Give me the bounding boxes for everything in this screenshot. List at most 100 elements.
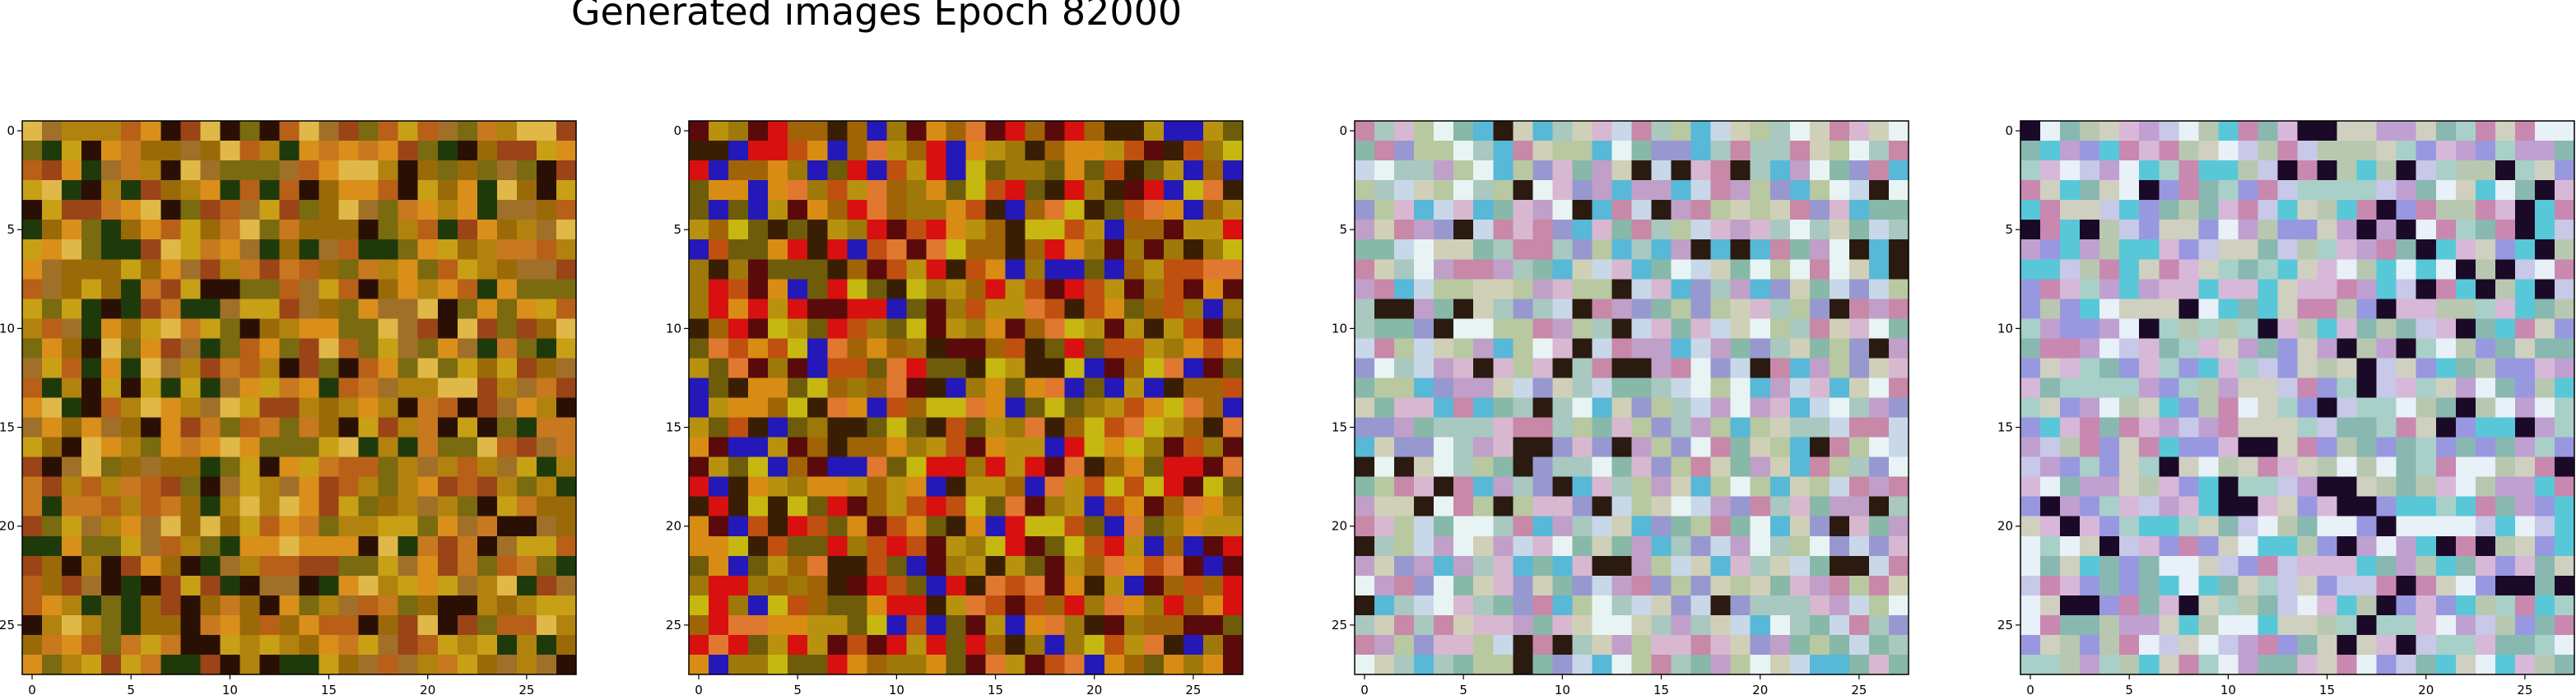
pixel-cell [2139,279,2160,299]
pixel-cell [1163,437,1184,458]
pixel-cell [141,614,161,636]
pixel-cell [1532,279,1553,299]
pixel-cell [1848,338,1870,359]
pixel-cell [1453,397,1474,419]
pixel-cell [2119,575,2140,596]
pixel-cell [1434,516,1454,537]
pixel-cell [1750,318,1771,339]
pixel-cell [1453,555,1474,577]
pixel-cell [160,634,181,656]
pixel-cell [2416,121,2437,141]
pixel-cell [2396,595,2417,616]
pixel-cell [1592,595,1613,616]
pixel-cell [457,595,478,616]
pixel-cell [2159,121,2179,141]
pixel-cell [1084,378,1105,399]
pixel-cell [2554,141,2575,161]
pixel-cell [1473,634,1494,656]
y-tick-label: 25 [1997,618,2013,632]
pixel-cell [2297,160,2318,181]
pixel-cell [437,299,458,319]
pixel-cell [496,160,518,181]
pixel-cell [417,279,439,299]
pixel-cell [2020,575,2041,596]
pixel-cell [1493,141,1514,161]
pixel-cell [2139,634,2160,656]
pixel-cell [1493,654,1514,675]
pixel-cell [847,496,867,517]
pixel-cell [378,160,399,181]
pixel-cell [1572,378,1593,399]
pixel-cell [2060,200,2081,220]
pixel-cell [1829,378,1850,399]
pixel-cell [1592,279,1613,299]
pixel-cell [2455,575,2476,596]
pixel-cell [1730,160,1751,181]
pixel-cell [1453,496,1474,517]
pixel-cell [985,378,1007,399]
pixel-cell [788,516,808,537]
pixel-cell [1868,299,1890,319]
pixel-cell [1611,575,1633,596]
pixel-cell [1888,220,1909,240]
pixel-cell [417,180,439,201]
pixel-cell [1084,476,1105,498]
pixel-cell [1868,456,1890,478]
pixel-cell [2495,338,2516,359]
pixel-cell [1025,555,1046,577]
pixel-cell [319,595,340,616]
pixel-cell [788,555,808,577]
pixel-cell [358,279,379,299]
pixel-cell [417,239,439,260]
pixel-cell [1789,378,1811,399]
pixel-cell [807,654,828,675]
pixel-cell [1809,318,1830,339]
pixel-cell [1202,239,1224,260]
pixel-cell [2257,180,2279,201]
pixel-cell [1453,654,1474,675]
pixel-cell [2178,397,2199,419]
pixel-cell [239,141,261,161]
pixel-cell [2198,358,2219,379]
pixel-cell [807,634,828,656]
pixel-cell [2495,358,2516,379]
pixel-cell [2317,535,2338,557]
pixel-cell [22,476,43,498]
pixel-cell [536,318,557,339]
pixel-cell [220,417,240,438]
pixel-cell [926,180,947,201]
pixel-cell [358,160,379,181]
pixel-cell [2297,654,2318,675]
pixel-cell [1414,239,1434,260]
pixel-cell [42,614,63,636]
pixel-cell [141,476,161,498]
pixel-cell [768,516,788,537]
pixel-cell [1750,160,1771,181]
pixel-cell [1789,417,1811,438]
pixel-cell [1868,338,1890,359]
pixel-cell [728,200,749,220]
pixel-cell [437,121,458,141]
pixel-cell [2119,496,2140,517]
pixel-cell [1631,239,1653,260]
pixel-cell [1434,456,1454,478]
pixel-cell [2534,259,2555,280]
pixel-cell [847,121,867,141]
pixel-cell [2475,535,2496,557]
pixel-cell [1143,535,1165,557]
pixel-cell [1769,318,1791,339]
pixel-cell [2396,496,2417,517]
pixel-cell [2435,378,2457,399]
pixel-cell [2416,338,2437,359]
pixel-cell [1084,496,1105,517]
pixel-cell [2514,417,2536,438]
pixel-cell [279,279,300,299]
pixel-cell [1394,654,1415,675]
pixel-cell [62,259,82,280]
pixel-cell [1084,160,1105,181]
pixel-cell [1025,358,1046,379]
pixel-cell [965,417,987,438]
pixel-cell [1513,634,1533,656]
pixel-cell [2317,575,2338,596]
pixel-cell [42,160,63,181]
